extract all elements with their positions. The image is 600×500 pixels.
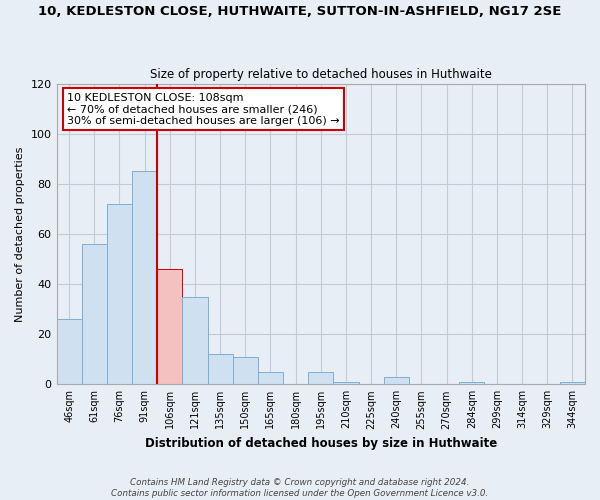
Bar [308,372,334,384]
Bar [258,372,283,384]
Bar [383,377,409,384]
Y-axis label: Number of detached properties: Number of detached properties [15,146,25,322]
Title: Size of property relative to detached houses in Huthwaite: Size of property relative to detached ho… [150,68,492,81]
Bar [132,172,157,384]
Bar [182,296,208,384]
Bar [560,382,585,384]
Text: 10 KEDLESTON CLOSE: 108sqm
← 70% of detached houses are smaller (246)
30% of sem: 10 KEDLESTON CLOSE: 108sqm ← 70% of deta… [67,92,340,126]
Bar [459,382,484,384]
X-axis label: Distribution of detached houses by size in Huthwaite: Distribution of detached houses by size … [145,437,497,450]
Bar [334,382,359,384]
Bar [233,356,258,384]
Bar [107,204,132,384]
Text: 10, KEDLESTON CLOSE, HUTHWAITE, SUTTON-IN-ASHFIELD, NG17 2SE: 10, KEDLESTON CLOSE, HUTHWAITE, SUTTON-I… [38,5,562,18]
Text: Contains HM Land Registry data © Crown copyright and database right 2024.
Contai: Contains HM Land Registry data © Crown c… [112,478,488,498]
Bar [56,319,82,384]
Bar [157,269,182,384]
Bar [82,244,107,384]
Bar [208,354,233,384]
